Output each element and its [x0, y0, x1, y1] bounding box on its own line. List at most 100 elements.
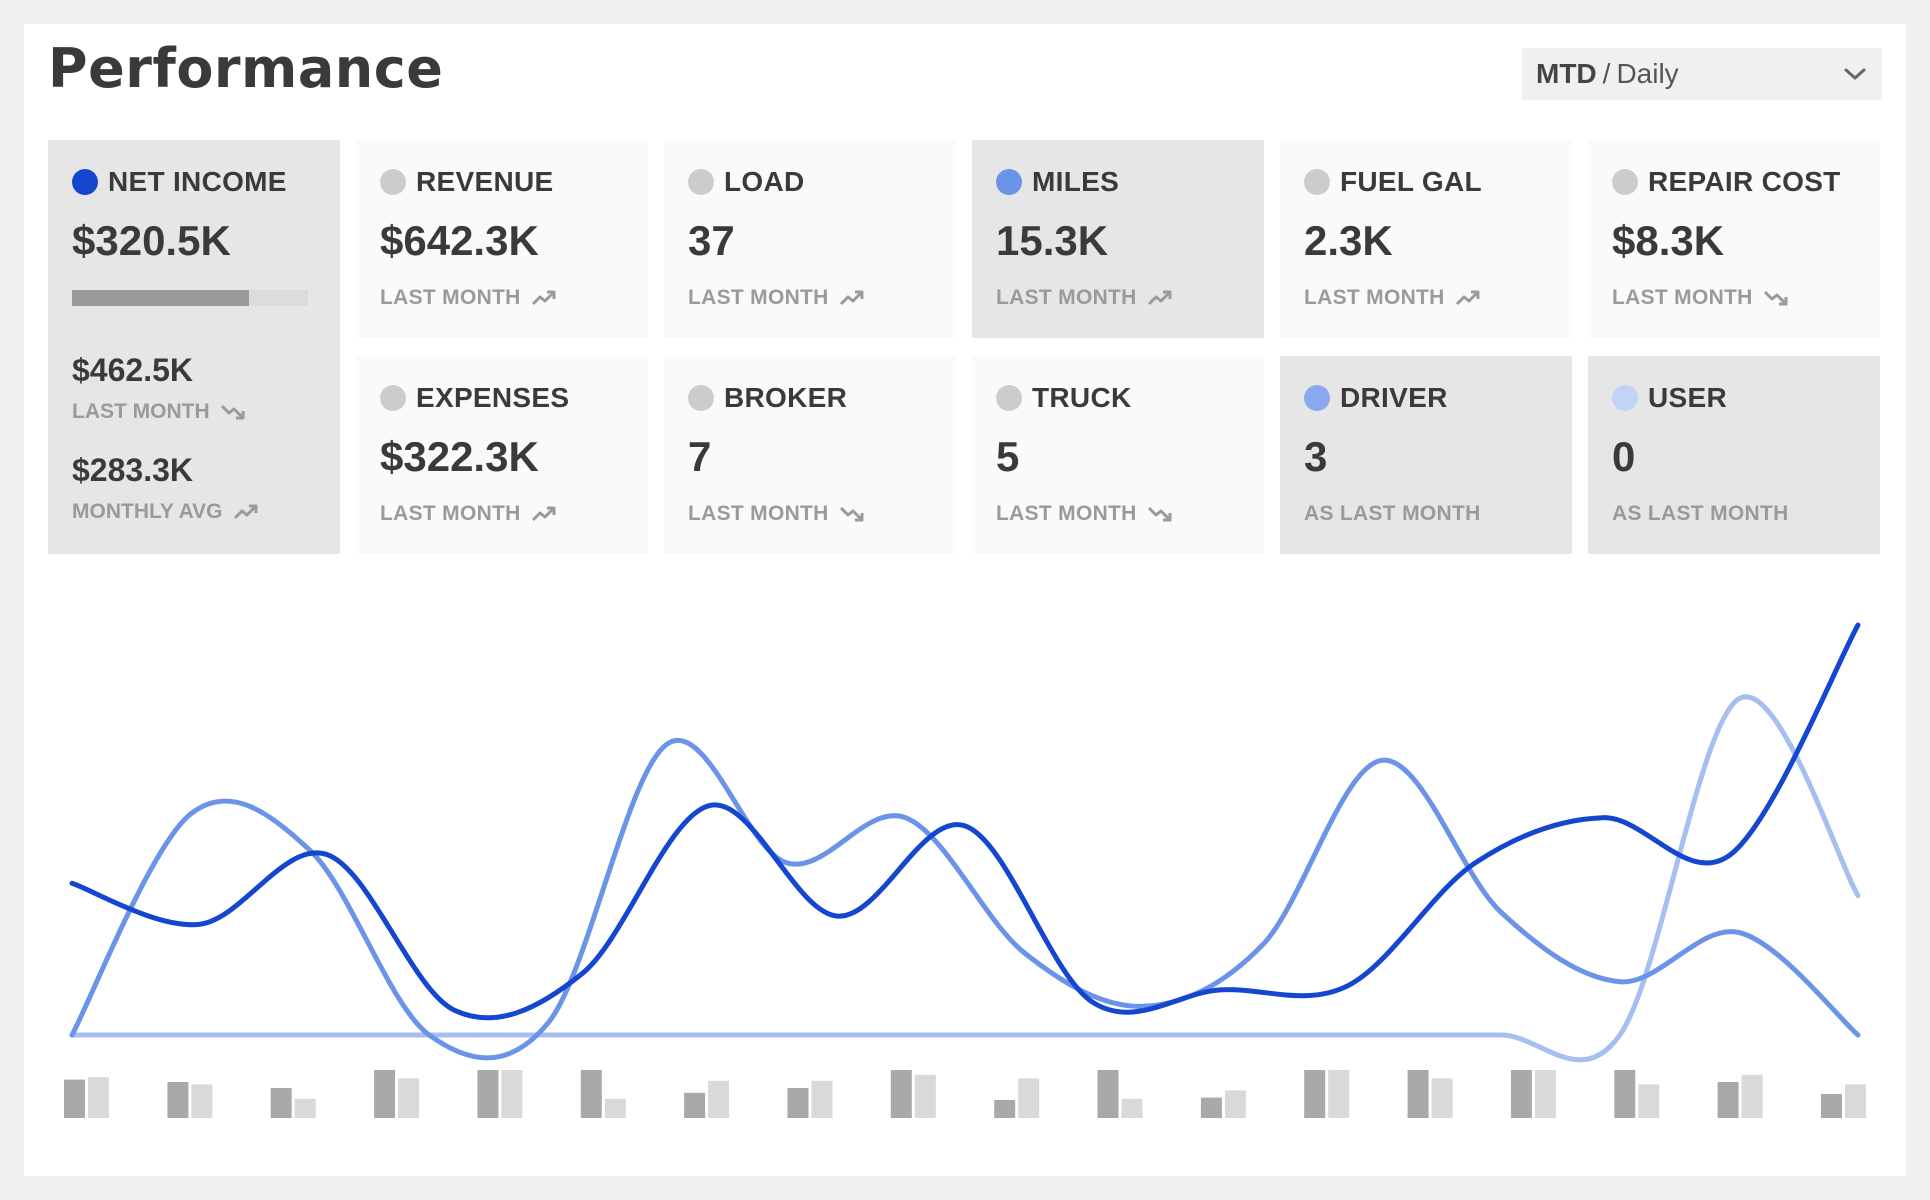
comparison-label: LAST MONTH — [688, 502, 829, 525]
bar-12-2 — [1224, 1090, 1246, 1118]
period-primary: MTD — [1536, 58, 1597, 89]
series-line-2 — [69, 738, 1861, 1061]
bar-10-2 — [1018, 1078, 1040, 1118]
bar-3-1 — [270, 1088, 292, 1118]
series-dot-icon — [380, 169, 406, 195]
bar-5-2 — [501, 1070, 523, 1118]
bar-4-2 — [398, 1078, 420, 1118]
bar-16-1 — [1614, 1070, 1636, 1118]
comparison-label: LAST MONTH — [1612, 286, 1753, 309]
chevron-down-icon — [1844, 68, 1866, 80]
bar-15-2 — [1534, 1070, 1556, 1118]
metric-label: DRIVER — [1340, 382, 1448, 413]
metric-card-net-income[interactable]: NET INCOME $320.5K $462.5K LAST MONTH $2… — [48, 140, 340, 554]
metric-label: BROKER — [724, 382, 848, 413]
metric-card-expenses[interactable]: EXPENSES $322.3K LAST MONTH — [356, 356, 648, 554]
series-dot-icon — [688, 169, 714, 195]
metric-card-load[interactable]: LOAD 37 LAST MONTH — [664, 140, 956, 338]
metric-card-truck[interactable]: TRUCK 5 LAST MONTH — [972, 356, 1264, 554]
metric-value: $8.3K — [1612, 217, 1725, 264]
bar-13-2 — [1328, 1070, 1350, 1118]
series-dot-icon — [1612, 385, 1638, 411]
series-dot-icon — [996, 385, 1022, 411]
bar-7-2 — [708, 1080, 730, 1118]
series-dot-icon — [1304, 169, 1330, 195]
performance-panel: Performance MTD / Daily NET INCOME $320.… — [24, 24, 1906, 1176]
metric-card-revenue[interactable]: REVENUE $642.3K LAST MONTH — [356, 140, 648, 338]
metric-label: REPAIR COST — [1648, 166, 1841, 197]
metric-value: 15.3K — [996, 217, 1109, 264]
series-dot-icon — [1612, 169, 1638, 195]
metric-value: 5 — [996, 433, 1020, 480]
metric-card-repair-cost[interactable]: REPAIR COST $8.3K LAST MONTH — [1588, 140, 1880, 338]
bar-9-1 — [890, 1070, 912, 1118]
performance-chart — [64, 622, 1866, 1118]
trend-down-icon — [1763, 290, 1788, 306]
metric-card-driver[interactable]: DRIVER 3 AS LAST MONTH — [1280, 356, 1572, 554]
metric-value: 3 — [1304, 433, 1328, 480]
last-month-label: LAST MONTH — [72, 400, 210, 423]
monthly-avg-value: $283.3K — [72, 452, 193, 488]
comparison-label: LAST MONTH — [688, 286, 829, 309]
bar-3-2 — [294, 1098, 316, 1118]
metric-label: TRUCK — [1032, 382, 1132, 413]
bar-4-1 — [374, 1070, 396, 1118]
bar-8-1 — [787, 1088, 809, 1118]
comparison-label: AS LAST MONTH — [1612, 502, 1789, 525]
bar-17-1 — [1717, 1082, 1739, 1118]
bar-14-1 — [1407, 1070, 1429, 1118]
page-title: Performance — [48, 37, 444, 100]
metric-value: 0 — [1612, 433, 1636, 480]
comparison-label: LAST MONTH — [380, 286, 521, 309]
bar-5-1 — [477, 1070, 499, 1118]
metric-value: $322.3K — [380, 433, 539, 480]
bar-18-2 — [1845, 1084, 1866, 1118]
comparison-label: LAST MONTH — [380, 502, 521, 525]
metric-card-user[interactable]: USER 0 AS LAST MONTH — [1588, 356, 1880, 554]
period-select[interactable]: MTD / Daily — [1522, 48, 1882, 100]
comparison-label: LAST MONTH — [1304, 286, 1445, 309]
series-dot-icon — [688, 385, 714, 411]
metric-label: NET INCOME — [108, 166, 287, 197]
bar-18-1 — [1821, 1094, 1842, 1118]
bar-7-1 — [684, 1092, 706, 1118]
series-dot-icon — [1304, 385, 1330, 411]
bar-1-2 — [88, 1077, 109, 1118]
bar-2-2 — [191, 1084, 213, 1118]
trend-up-icon — [1455, 290, 1480, 306]
bar-6-2 — [604, 1098, 626, 1118]
bar-17-2 — [1741, 1074, 1763, 1118]
comparison-label: LAST MONTH — [996, 286, 1137, 309]
series-line-1 — [69, 622, 1861, 1021]
bar-10-1 — [994, 1100, 1016, 1118]
monthly-avg-label: MONTHLY AVG — [72, 500, 223, 523]
trend-up-icon — [233, 504, 258, 520]
progress-bar — [72, 290, 308, 306]
metric-value: 37 — [688, 217, 735, 264]
bar-6-1 — [580, 1070, 602, 1118]
last-month-value: $462.5K — [72, 352, 193, 388]
trend-down-icon — [839, 506, 864, 522]
bar-13-1 — [1304, 1070, 1326, 1118]
bar-11-2 — [1121, 1098, 1143, 1118]
bar-11-1 — [1097, 1070, 1119, 1118]
series-line-3 — [69, 694, 1861, 1063]
metric-card-miles[interactable]: MILES 15.3K LAST MONTH — [972, 140, 1264, 338]
metric-card-fuel-gal[interactable]: FUEL GAL 2.3K LAST MONTH — [1280, 140, 1572, 338]
bar-8-2 — [811, 1080, 833, 1118]
trend-up-icon — [839, 290, 864, 306]
bar-12-1 — [1200, 1097, 1222, 1118]
period-secondary: Daily — [1616, 58, 1679, 89]
trend-up-icon — [531, 290, 556, 306]
trend-up-icon — [1147, 290, 1172, 306]
metric-value: $320.5K — [72, 217, 231, 264]
bar-15-1 — [1510, 1070, 1532, 1118]
metric-value: $642.3K — [380, 217, 539, 264]
bar-16-2 — [1638, 1084, 1660, 1118]
bar-14-2 — [1431, 1078, 1453, 1118]
metric-card-broker[interactable]: BROKER 7 LAST MONTH — [664, 356, 956, 554]
metric-label: FUEL GAL — [1340, 166, 1482, 197]
series-dot-icon — [380, 385, 406, 411]
period-separator: / — [1602, 58, 1611, 89]
trend-up-icon — [531, 506, 556, 522]
